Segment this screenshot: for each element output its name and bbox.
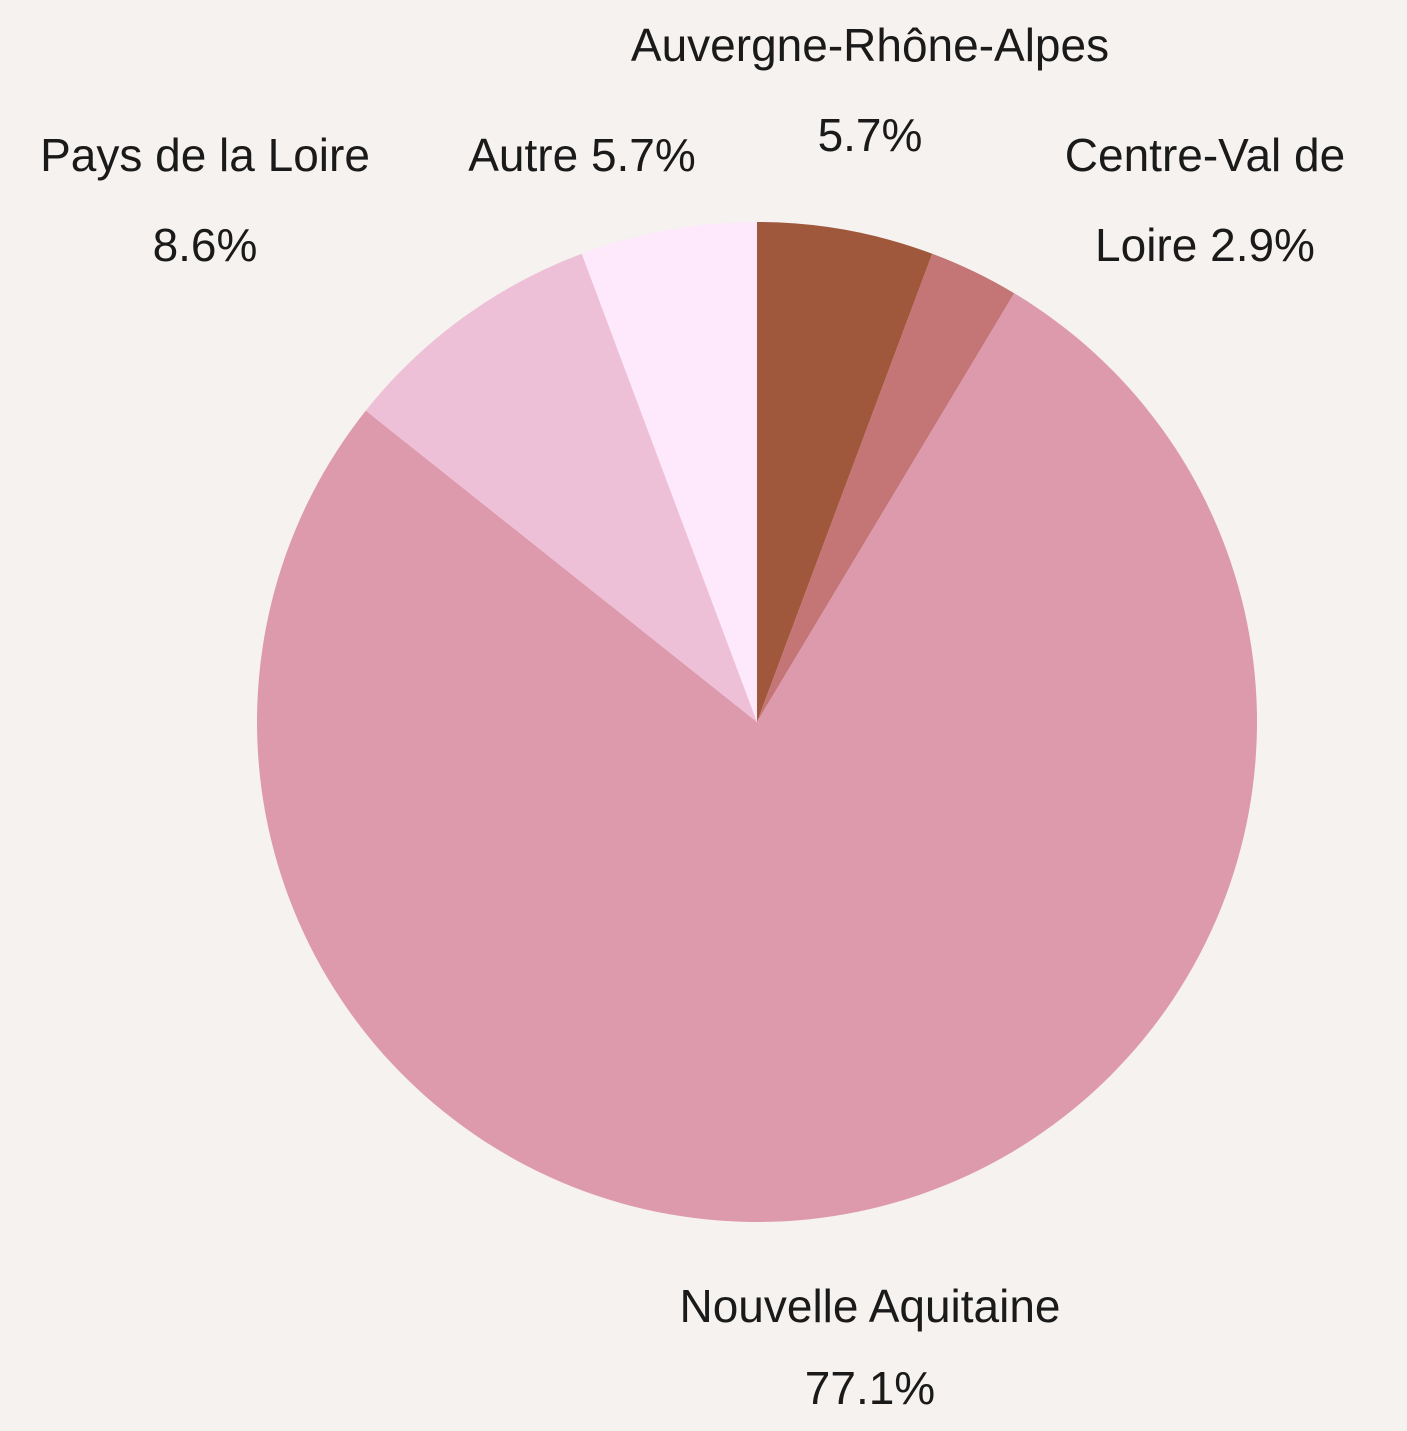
value-label: 77.1% (804, 1362, 936, 1414)
pie-slice (365, 253, 757, 723)
value-label: 2.9% (1210, 219, 1315, 271)
slice-label: Pays de la Loire 8.6% (5, 110, 405, 290)
value-label: 5.7% (817, 109, 923, 161)
pie-slice (757, 222, 933, 722)
category-name: Autre (468, 129, 579, 181)
pie-slice (581, 222, 757, 722)
category-name: Nouvelle Aquitaine (679, 1280, 1061, 1332)
slice-label: Centre-Val de Loire 2.9% (1040, 110, 1370, 290)
pie-slice (757, 253, 1015, 723)
value-label: 8.6% (152, 219, 258, 271)
slice-label: Nouvelle Aquitaine 77.1% (620, 1265, 1120, 1429)
category-name: Pays de la Loire (40, 129, 370, 181)
value-label: 5.7% (590, 129, 696, 181)
category-name: Auvergne-Rhône-Alpes (630, 19, 1110, 71)
slice-label: Autre 5.7% (432, 110, 732, 200)
pie-slice (257, 293, 1257, 1222)
category-name: Centre-Val de Loire (1064, 129, 1346, 271)
slice-label: Auvergne-Rhône-Alpes 5.7% (590, 0, 1150, 180)
